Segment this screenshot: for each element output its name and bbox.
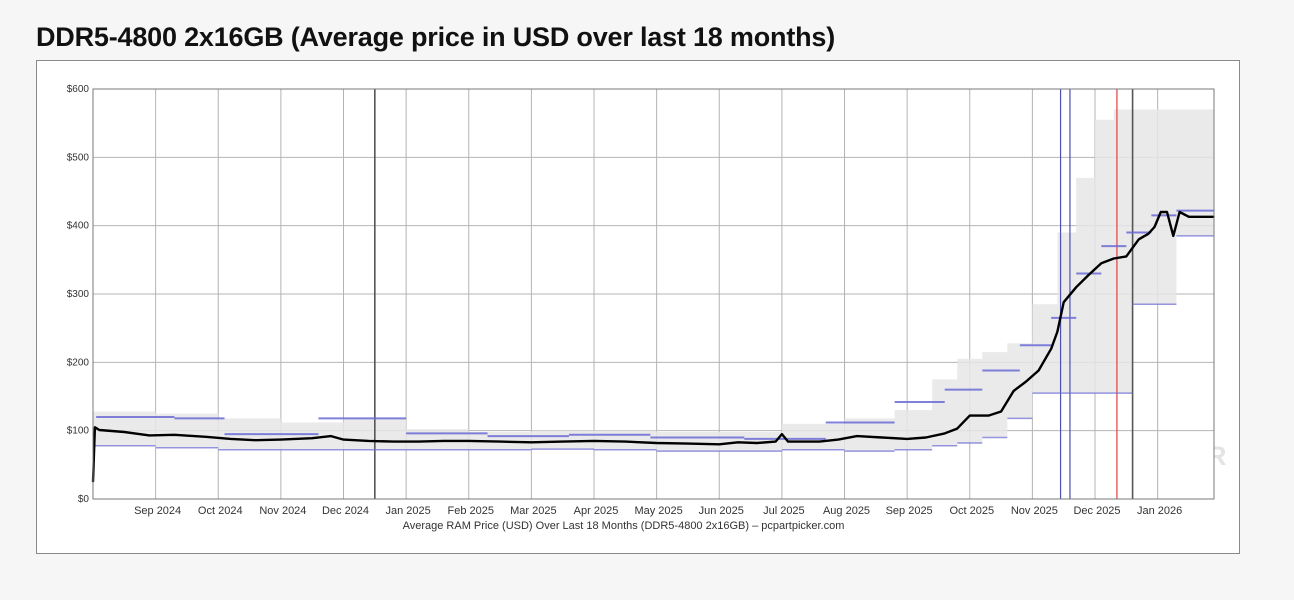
average-price-point	[718, 443, 721, 446]
average-price-point	[1100, 262, 1103, 265]
average-price-point	[204, 436, 207, 438]
average-price-point	[881, 436, 883, 439]
average-price-point	[781, 433, 783, 435]
y-tick-label: $400	[67, 221, 90, 232]
price-chart: PCPARTPICKER $0$100$200$300$400$500$600S…	[67, 84, 1227, 532]
x-tick-label: Dec 2025	[1073, 505, 1120, 517]
average-price-point	[906, 438, 908, 440]
average-price-point	[1062, 301, 1065, 303]
average-price-point	[1172, 235, 1175, 237]
average-price-point	[148, 434, 151, 437]
average-price-point	[1166, 211, 1168, 213]
y-tick-label: $500	[67, 152, 90, 163]
average-price-point	[837, 438, 840, 441]
x-tick-label: Oct 2025	[949, 505, 994, 517]
average-price-point	[123, 431, 126, 433]
average-price-point	[1037, 369, 1040, 372]
average-price-point	[173, 433, 176, 436]
average-price-point	[1153, 226, 1156, 228]
y-tick-label: $0	[78, 494, 90, 505]
average-price-point	[255, 439, 257, 442]
x-tick-label: Oct 2024	[198, 505, 243, 517]
x-tick-label: Nov 2024	[259, 505, 306, 517]
y-tick-label: $300	[67, 289, 90, 300]
average-price-point	[655, 442, 658, 444]
average-price-point	[737, 441, 739, 444]
x-tick-label: Dec 2024	[322, 505, 369, 517]
average-price-point	[98, 429, 101, 431]
average-price-point	[793, 440, 796, 443]
average-price-point	[392, 440, 395, 443]
y-tick-label: $200	[67, 357, 90, 368]
average-price-point	[968, 414, 971, 417]
average-price-point	[987, 414, 990, 417]
average-price-point	[561, 440, 564, 443]
average-price-point	[787, 440, 789, 443]
average-price-point	[442, 440, 445, 442]
average-price-point	[1087, 274, 1090, 276]
average-price-point	[943, 432, 946, 435]
average-price-point	[1188, 215, 1190, 218]
average-price-point	[624, 440, 627, 443]
average-price-point	[1050, 347, 1052, 350]
average-price-point	[1025, 380, 1027, 383]
average-price-point	[856, 435, 858, 437]
average-price-point	[499, 440, 501, 443]
average-price-point	[818, 440, 821, 443]
x-tick-label: Feb 2025	[448, 505, 494, 517]
average-price-point	[229, 438, 232, 440]
average-price-point	[925, 436, 927, 439]
average-price-point	[467, 440, 470, 442]
x-tick-label: Apr 2025	[574, 505, 619, 517]
average-price-point	[774, 440, 777, 443]
price-range-band	[93, 109, 1214, 452]
chart-card: PCPARTPICKER $0$100$200$300$400$500$600S…	[36, 60, 1240, 554]
average-price-point	[956, 427, 959, 430]
average-price-point	[342, 438, 345, 441]
page-title: DDR5-4800 2x16GB (Average price in USD o…	[36, 22, 836, 52]
x-tick-label: Jul 2025	[763, 505, 805, 517]
x-tick-label: Nov 2025	[1011, 505, 1058, 517]
x-tick-label: May 2025	[634, 505, 682, 517]
x-tick-label: Sep 2024	[134, 505, 181, 517]
average-price-point	[1125, 255, 1128, 258]
x-tick-label: Sep 2025	[886, 505, 933, 517]
average-price-point	[280, 438, 282, 441]
x-axis-label: Average RAM Price (USD) Over Last 18 Mon…	[403, 520, 845, 532]
average-price-point	[1000, 410, 1002, 413]
y-tick-label: $100	[67, 426, 90, 437]
plot-frame	[92, 88, 1215, 500]
average-price-point	[756, 442, 758, 444]
average-price-point	[1012, 390, 1015, 392]
y-tick-label: $600	[67, 84, 90, 95]
average-price-point	[1056, 330, 1059, 333]
average-price-point	[330, 435, 332, 437]
average-price-point	[530, 441, 533, 444]
x-tick-label: Aug 2025	[823, 505, 870, 517]
average-price-point	[311, 437, 313, 439]
x-tick-label: Jun 2025	[699, 505, 744, 517]
average-price-point	[1178, 211, 1181, 213]
x-tick-label: Mar 2025	[510, 505, 556, 517]
average-price-point	[1075, 286, 1078, 288]
average-price-point	[687, 442, 689, 445]
average-price-point	[417, 440, 420, 443]
x-tick-label: Jan 2026	[1137, 505, 1182, 517]
average-price-point	[94, 426, 96, 429]
average-price-point	[1112, 257, 1115, 260]
average-price-point	[1147, 233, 1150, 235]
average-price-point	[593, 440, 595, 442]
average-price-point	[1159, 211, 1162, 213]
x-tick-label: Jan 2025	[385, 505, 430, 517]
average-price-point	[367, 440, 370, 442]
average-price-point	[1138, 238, 1140, 241]
